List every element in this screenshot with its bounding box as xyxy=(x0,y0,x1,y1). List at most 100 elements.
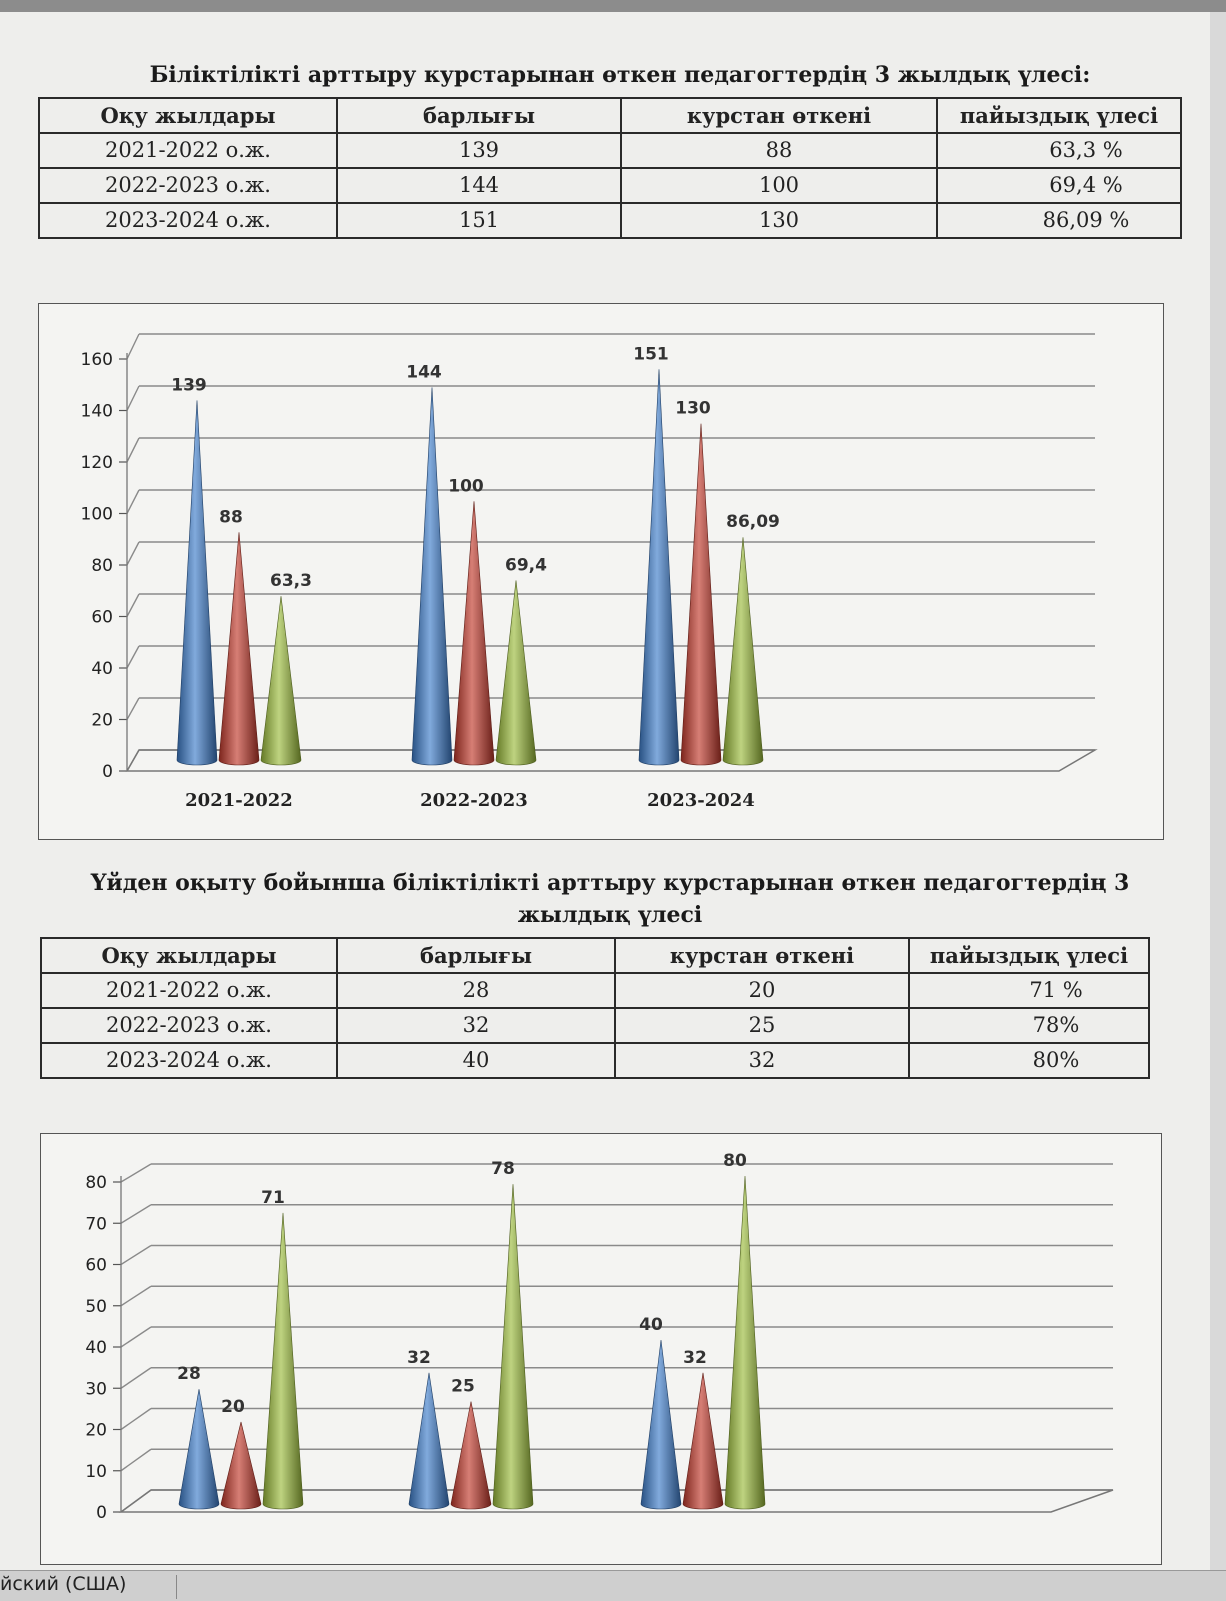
gridline-side xyxy=(126,697,140,720)
table-row: 2021-2022 о.ж. 139 88 63,3 % xyxy=(38,132,1182,169)
y-tick-label: 60 xyxy=(91,608,113,628)
data-label: 88 xyxy=(219,507,243,527)
cell-percent: 78% xyxy=(908,1007,1150,1044)
y-tick-label: 20 xyxy=(91,711,113,731)
cell-completed: 130 xyxy=(620,202,938,239)
table-header-row: Оқу жылдары барлығы курстан өткені пайыз… xyxy=(38,97,1182,134)
chart-1: 0 20 40 60 80 100 120 140 160 139 88 63,3 2021-2022 1… xyxy=(38,303,1164,840)
gridline-side xyxy=(120,1204,152,1224)
header-completed: курстан өткені xyxy=(620,97,938,134)
gridline-side xyxy=(120,1407,152,1431)
gridline-side xyxy=(120,1367,152,1389)
y-tick-label: 30 xyxy=(85,1379,107,1399)
header-percent: пайыздық үлесі xyxy=(936,97,1182,134)
x-category-label: 2023-2024 xyxy=(647,790,755,811)
cone-bar xyxy=(453,501,495,766)
cone-bar xyxy=(260,596,302,766)
chart-floor xyxy=(118,1489,1114,1513)
table-row: 2021-2022 о.ж. 28 20 71 % xyxy=(40,972,1150,1009)
section2-title-line1: Үйден оқыту бойынша біліктілікті арттыру… xyxy=(90,870,1130,896)
y-tick-label: 140 xyxy=(81,402,113,422)
cell-percent: 71 % xyxy=(908,972,1150,1009)
cone-bar xyxy=(178,1389,220,1510)
cone-bar xyxy=(176,400,218,766)
cell-total: 28 xyxy=(336,972,616,1009)
y-tick-label: 160 xyxy=(81,350,113,370)
cone-bar xyxy=(408,1372,450,1510)
y-tick-label: 40 xyxy=(85,1338,107,1358)
data-label: 139 xyxy=(171,375,207,395)
cone-bar xyxy=(640,1339,682,1510)
data-label: 71 xyxy=(261,1188,285,1208)
cell-percent: 63,3 % xyxy=(936,132,1182,169)
table-header-row: Оқу жылдары барлығы курстан өткені пайыз… xyxy=(40,937,1150,974)
status-separator xyxy=(176,1575,177,1599)
gridline-side xyxy=(126,333,140,360)
table-row: 2023-2024 о.ж. 40 32 80% xyxy=(40,1042,1150,1079)
cone-bar xyxy=(220,1421,262,1510)
header-academic-year: Оқу жылдары xyxy=(38,97,338,134)
x-category-label: 2021-2022 xyxy=(185,790,293,811)
data-label: 20 xyxy=(221,1397,245,1417)
cell-percent: 86,09 % xyxy=(936,202,1182,239)
cone-bar xyxy=(450,1401,492,1510)
cell-year: 2023-2024 о.ж. xyxy=(40,1042,338,1079)
gridline-side xyxy=(126,541,140,566)
y-tick-label: 0 xyxy=(102,762,113,782)
y-tick-label: 50 xyxy=(85,1297,107,1317)
gridline-side xyxy=(120,1285,152,1307)
gridline-side xyxy=(120,1326,152,1348)
gridline-side xyxy=(126,385,140,411)
data-label: 32 xyxy=(683,1348,707,1368)
cone-bar xyxy=(411,387,453,766)
x-category-label: 2022-2023 xyxy=(420,790,528,811)
cone-bar xyxy=(262,1212,304,1510)
cell-total: 139 xyxy=(336,132,622,169)
data-label: 151 xyxy=(633,344,669,364)
status-bar: йский (США) xyxy=(0,1570,1226,1601)
cell-year: 2023-2024 о.ж. xyxy=(38,202,338,239)
data-label: 80 xyxy=(723,1151,747,1171)
cone-bar xyxy=(682,1372,724,1510)
gridline-side xyxy=(126,437,140,463)
gridline-side xyxy=(126,593,140,617)
chart-floor xyxy=(125,749,1098,772)
data-label: 69,4 xyxy=(505,555,547,575)
data-label: 40 xyxy=(639,1315,663,1335)
cell-percent: 69,4 % xyxy=(936,167,1182,204)
y-tick-label: 60 xyxy=(85,1256,107,1276)
data-label: 28 xyxy=(177,1364,201,1384)
data-label: 130 xyxy=(675,399,711,419)
y-tick-label: 100 xyxy=(81,505,113,525)
cell-completed: 25 xyxy=(614,1007,910,1044)
y-tick-label: 80 xyxy=(91,556,113,576)
cell-completed: 20 xyxy=(614,972,910,1009)
cell-completed: 32 xyxy=(614,1042,910,1079)
gridline-side xyxy=(120,1163,152,1183)
section2-title-line2: жылдық үлесі xyxy=(517,902,703,928)
cone-bar xyxy=(724,1175,766,1510)
data-label: 63,3 xyxy=(270,571,312,591)
y-tick-label: 0 xyxy=(96,1503,107,1523)
header-completed: курстан өткені xyxy=(614,937,910,974)
cone-bar xyxy=(722,537,764,766)
cell-percent: 80% xyxy=(908,1042,1150,1079)
chart-1-svg: 0 20 40 60 80 100 120 140 160 139 88 63,3 2021-2022 1… xyxy=(81,333,1098,811)
y-tick-label: 20 xyxy=(85,1421,107,1441)
cone-bar xyxy=(492,1184,534,1510)
cell-year: 2022-2023 о.ж. xyxy=(40,1007,338,1044)
courses-table: Оқу жылдары барлығы курстан өткені пайыз… xyxy=(38,97,1182,239)
cell-total: 40 xyxy=(336,1042,616,1079)
gridline-side xyxy=(126,489,140,514)
cell-total: 32 xyxy=(336,1007,616,1044)
data-label: 25 xyxy=(451,1377,475,1397)
y-tick-label: 70 xyxy=(85,1214,107,1234)
language-indicator[interactable]: йский (США) xyxy=(0,1573,127,1595)
data-label: 144 xyxy=(406,362,442,382)
cell-completed: 100 xyxy=(620,167,938,204)
chart-2: 0 10 20 30 40 50 60 70 80 28 20 71 32 25 78 40 32 80 xyxy=(40,1133,1162,1565)
table-row: 2023-2024 о.ж. 151 130 86,09 % xyxy=(38,202,1182,239)
cell-total: 144 xyxy=(336,167,622,204)
data-label: 100 xyxy=(448,476,484,496)
cell-year: 2021-2022 о.ж. xyxy=(40,972,338,1009)
